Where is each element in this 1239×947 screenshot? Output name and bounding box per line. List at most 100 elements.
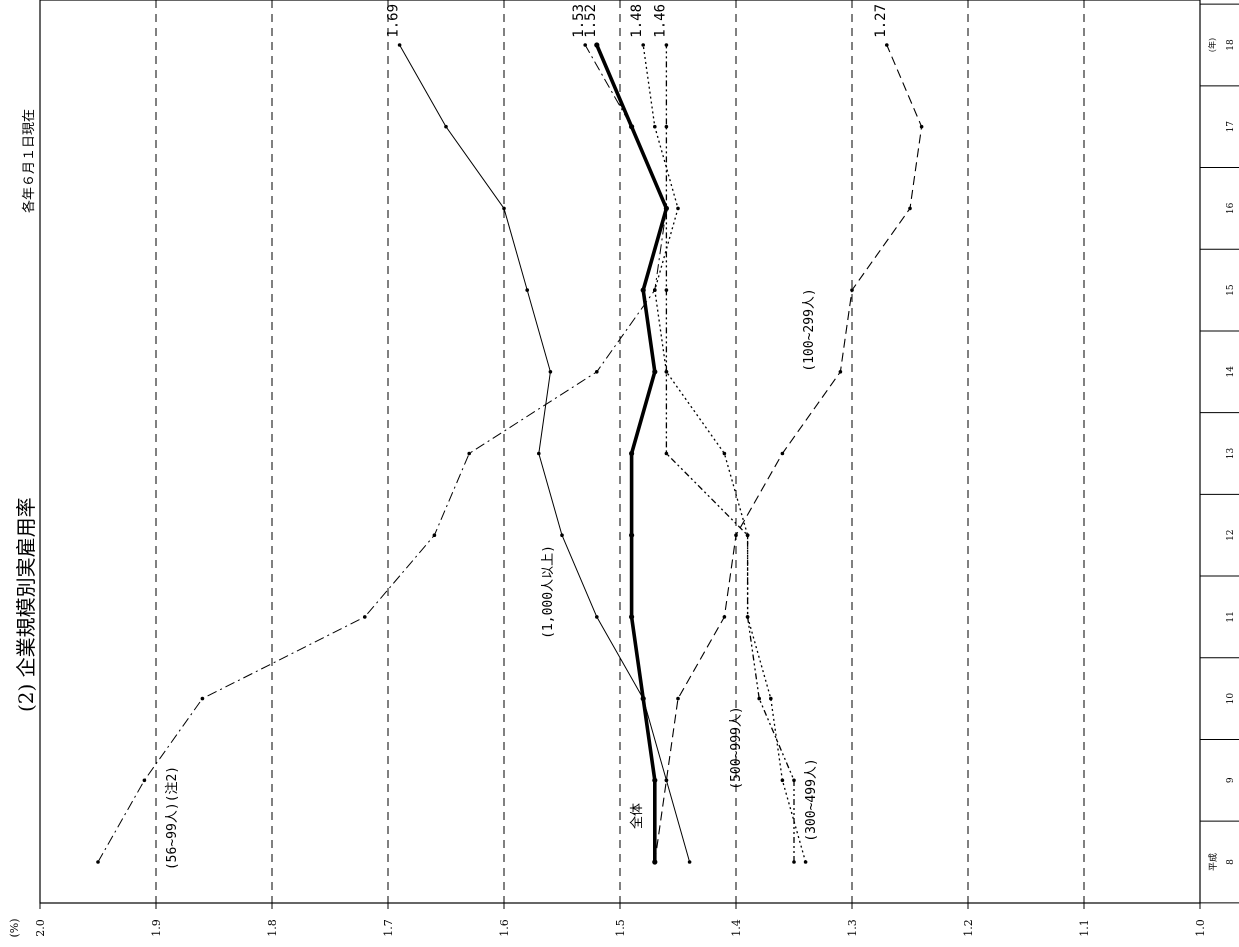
data-point	[594, 42, 600, 48]
series-annotation-2: 全体	[629, 803, 645, 829]
series-line-2	[97, 44, 667, 863]
data-point	[792, 860, 796, 864]
series-annotation-5: (100~299人)	[802, 288, 817, 371]
data-point	[142, 778, 147, 783]
data-point	[919, 124, 924, 129]
chart-labels: 1.52 1.69 1.53 1.48 1.46 1.27 (1,000人以上) (56~99…	[165, 4, 889, 870]
end-value-label-0: 1.52	[583, 4, 599, 38]
data-point	[745, 533, 750, 537]
end-value-label-2: 1.53	[571, 4, 587, 38]
data-point	[664, 206, 669, 211]
data-point	[722, 615, 727, 619]
value-tick-label: 1.4	[730, 919, 743, 937]
end-value-label-4: 1.46	[652, 4, 668, 38]
year-tick-label: 12	[1226, 529, 1236, 540]
series-annotation-4: (300~499人)	[804, 758, 819, 841]
year-tick-label: 15	[1226, 284, 1236, 296]
data-point	[641, 696, 645, 701]
date-note: 各年６月１日現在	[22, 108, 37, 213]
data-point	[664, 370, 669, 374]
data-point	[595, 370, 599, 374]
data-point	[850, 288, 854, 292]
data-point	[595, 615, 599, 619]
value-tick-label: 1.2	[962, 919, 975, 937]
year-tick-label: 11	[1226, 611, 1236, 622]
end-value-label-3: 1.48	[629, 4, 645, 38]
data-point	[629, 124, 634, 129]
data-point	[792, 778, 796, 783]
year-tick-label: 13	[1226, 448, 1236, 460]
series-annotation-1: (56~99人)(注2)	[165, 766, 180, 870]
year-tick-label: 16	[1226, 202, 1236, 214]
data-point	[664, 451, 669, 456]
data-point	[780, 778, 785, 783]
chart-ticks: 1.0 1.1 1.2 1.3 1.4 1.5 1.6 1.7 1.8 1.9 2.0 (%) 8 9 10…	[8, 3, 1239, 938]
data-point	[363, 615, 367, 619]
year-tick-label: 10	[1226, 693, 1236, 705]
data-point	[769, 696, 773, 701]
value-tick-label: 1.3	[846, 919, 859, 937]
data-point	[537, 451, 541, 456]
data-point	[583, 43, 587, 47]
year-tick-label: 14	[1226, 366, 1236, 378]
data-point	[525, 288, 529, 292]
chart-series	[96, 42, 924, 865]
year-tick-label: 18	[1226, 39, 1236, 51]
year-unit-label: (年)	[1207, 38, 1217, 52]
series-line-1	[399, 44, 691, 863]
series-annotation-3: (500~999人)	[729, 706, 744, 789]
data-point	[629, 532, 635, 538]
data-point	[676, 206, 680, 211]
data-point	[653, 860, 657, 864]
value-tick-label: 2.0	[34, 919, 47, 937]
data-point	[676, 696, 680, 701]
data-point	[641, 43, 645, 47]
data-point	[640, 287, 646, 293]
data-point	[780, 451, 785, 456]
percent-unit-label: (%)	[8, 918, 21, 937]
value-tick-label: 1.5	[614, 919, 627, 937]
data-point	[908, 206, 912, 211]
series-line-4	[665, 45, 795, 862]
data-point	[722, 451, 727, 456]
data-point	[757, 696, 761, 701]
data-point	[664, 43, 669, 47]
value-tick-label: 1.6	[498, 919, 511, 937]
chart-grid	[39, 0, 1201, 904]
data-point	[629, 450, 635, 457]
series-line-5	[654, 44, 923, 863]
data-point	[745, 615, 750, 619]
data-point	[560, 533, 564, 537]
data-point	[664, 124, 669, 129]
era-label: 平成	[1207, 853, 1219, 871]
data-point	[432, 533, 437, 537]
data-point	[653, 124, 657, 129]
data-point	[96, 860, 100, 864]
value-tick-label: 1.1	[1078, 919, 1091, 937]
data-point	[444, 124, 448, 129]
year-tick-label: 9	[1226, 777, 1236, 783]
data-point	[548, 370, 553, 374]
data-point	[664, 288, 669, 292]
value-tick-label: 1.8	[266, 919, 279, 937]
end-value-label-5: 1.27	[873, 4, 889, 38]
data-point	[687, 860, 692, 864]
chart-title: (2) 企業規模別実雇用率	[14, 497, 38, 712]
data-point	[803, 860, 808, 864]
end-value-label-1: 1.69	[386, 4, 402, 38]
data-point	[652, 369, 658, 375]
value-tick-label: 1.0	[1194, 919, 1207, 937]
data-point	[397, 43, 402, 47]
data-point	[838, 370, 843, 374]
data-point	[200, 696, 205, 701]
year-tick-label: 8	[1226, 859, 1236, 865]
data-point	[664, 778, 669, 783]
data-point	[885, 43, 889, 47]
year-tick-label: 17	[1226, 121, 1236, 133]
value-tick-label: 1.9	[150, 919, 163, 937]
data-point	[502, 206, 506, 211]
data-point	[467, 451, 472, 456]
series-annotation-0: (1,000人以上)	[541, 545, 556, 639]
data-point	[652, 777, 658, 783]
